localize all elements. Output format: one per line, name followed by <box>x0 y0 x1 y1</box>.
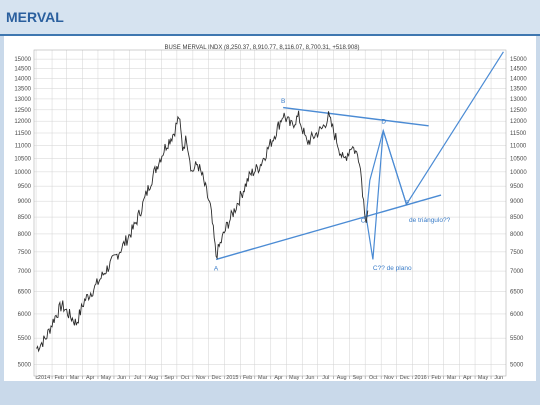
x-tick-label: Aug <box>149 375 159 381</box>
left-y-tick-label: 15000 <box>14 57 31 63</box>
right-y-tick-label: 10500 <box>510 156 527 162</box>
x-tick-label: Mar <box>70 375 80 381</box>
right-y-tick-label: 11500 <box>510 131 527 137</box>
left-y-tick-label: 8000 <box>18 232 32 238</box>
left-y-tick-label: 8500 <box>18 215 32 221</box>
chart-title: BUSE MERVAL INDX (8,250.37, 8,910.77, 8,… <box>164 45 359 51</box>
x-tick-label: Dec <box>400 375 410 381</box>
x-tick-label: Jun <box>306 375 315 381</box>
x-tick-label: Nov <box>196 375 206 381</box>
left-y-tick-label: 5500 <box>18 336 32 342</box>
x-tick-label: c <box>36 375 39 381</box>
trendline <box>283 106 429 127</box>
x-tick-label: Aug <box>337 375 347 381</box>
left-y-tick-label: 13000 <box>14 97 31 103</box>
x-tick-label: Mar <box>447 375 457 381</box>
right-y-tick-label: 12000 <box>510 119 527 125</box>
x-tick-label: Feb <box>55 375 64 381</box>
x-tick-label: Sep <box>164 375 174 381</box>
right-y-tick-label: 8000 <box>510 232 524 238</box>
x-tick-label: Oct <box>369 375 378 381</box>
x-tick-label: Dec <box>211 375 221 381</box>
x-tick-label: Jun <box>117 375 126 381</box>
annotation-label: B <box>281 98 285 105</box>
left-y-tick-label: 9000 <box>18 199 32 205</box>
header-bar: MERVAL <box>0 0 540 36</box>
right-y-tick-label: 5500 <box>510 336 524 342</box>
right-y-tick-label: 5000 <box>510 363 524 369</box>
x-tick-label: Jun <box>494 375 503 381</box>
annotation-label: C <box>361 218 366 225</box>
x-tick-label: Apr <box>86 375 95 381</box>
chart-section-title: MERVAL <box>6 9 64 25</box>
x-tick-label: Feb <box>243 375 252 381</box>
projection-line <box>365 51 504 260</box>
right-y-tick-label: 11000 <box>510 143 527 149</box>
left-y-tick-label: 12000 <box>14 119 31 125</box>
x-tick-label: Nov <box>384 375 394 381</box>
left-y-tick-label: 13500 <box>14 86 31 92</box>
x-tick-label: May <box>478 375 489 381</box>
left-y-tick-label: 9500 <box>18 184 32 190</box>
left-y-tick-label: 11000 <box>15 143 32 149</box>
right-y-tick-label: 12500 <box>510 108 527 114</box>
left-y-tick-label: 10500 <box>14 156 31 162</box>
x-tick-label: 2016 <box>415 375 427 381</box>
right-y-tick-label: 14500 <box>510 67 527 73</box>
x-tick-label: Apr <box>463 375 472 381</box>
annotation-label: C?? de plano <box>373 265 412 272</box>
left-y-tick-label: 6000 <box>18 312 32 318</box>
grid-layer <box>34 50 506 376</box>
right-y-tick-label: 13500 <box>510 86 527 92</box>
left-y-tick-label: 14000 <box>14 76 31 82</box>
trendline <box>215 194 442 261</box>
right-y-tick-label: 10000 <box>510 170 527 176</box>
axis-layer: 5000 5000 5500 5500 6000 6000 6500 6500 7000 7000… <box>14 49 527 381</box>
left-y-tick-label: 12500 <box>14 108 31 114</box>
left-y-tick-label: 7500 <box>18 250 32 256</box>
merval-price-line <box>36 110 369 353</box>
right-y-tick-label: 6000 <box>510 312 524 318</box>
right-y-tick-label: 7000 <box>510 269 524 275</box>
left-y-tick-label: 6500 <box>18 290 32 296</box>
right-y-tick-label: 13000 <box>510 97 527 103</box>
right-y-tick-label: 6500 <box>510 290 524 296</box>
trendline-layer <box>215 51 504 261</box>
chart-frame: 5000 5000 5500 5500 6000 6000 6500 6500 7000 7000… <box>4 36 536 381</box>
right-y-tick-label: 7500 <box>510 250 524 256</box>
annotation-label: D <box>381 119 386 126</box>
left-y-tick-label: 7000 <box>18 269 32 275</box>
annotation-label: de triángulo?? <box>409 217 451 224</box>
right-y-tick-label: 8500 <box>510 215 524 221</box>
projection-line <box>365 128 408 218</box>
bottom-strip <box>0 383 540 405</box>
x-tick-label: 2015 <box>226 375 238 381</box>
price-layer <box>36 110 369 353</box>
right-y-tick-label: 14000 <box>510 76 527 82</box>
annotation-layer: A B D E C de triángulo?? C?? de plano <box>214 98 451 272</box>
left-y-tick-label: 14500 <box>14 67 31 73</box>
merval-price-chart: 5000 5000 5500 5500 6000 6000 6500 6500 7000 7000… <box>14 45 527 381</box>
x-tick-label: Sep <box>353 375 363 381</box>
left-y-tick-label: 10000 <box>14 170 31 176</box>
x-tick-label: Oct <box>181 375 190 381</box>
x-tick-label: 2014 <box>38 375 50 381</box>
x-tick-label: Feb <box>431 375 440 381</box>
left-y-tick-label: 11500 <box>15 131 32 137</box>
right-y-tick-label: 15000 <box>510 57 527 63</box>
annotation-label: E <box>405 200 410 207</box>
x-tick-label: Mar <box>258 375 268 381</box>
x-tick-label: Jul <box>322 375 329 381</box>
right-y-tick-label: 9500 <box>510 184 524 190</box>
left-y-tick-label: 5000 <box>18 363 32 369</box>
x-tick-label: Jul <box>134 375 141 381</box>
plot-border <box>33 49 507 377</box>
right-y-tick-label: 9000 <box>510 199 524 205</box>
annotation-label: A <box>214 265 219 272</box>
x-tick-label: May <box>289 375 300 381</box>
x-tick-label: Apr <box>274 375 283 381</box>
x-tick-label: May <box>101 375 112 381</box>
